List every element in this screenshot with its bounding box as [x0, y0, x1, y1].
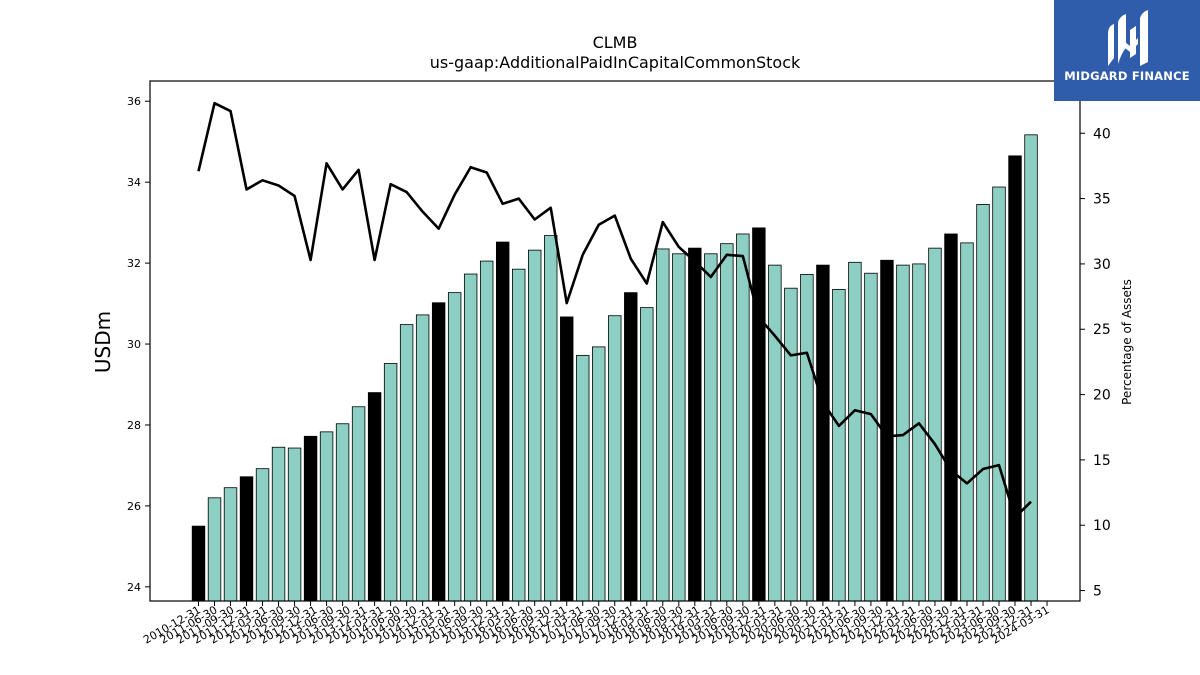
bar — [560, 316, 574, 602]
bar — [992, 186, 1006, 602]
y2-tick-label: 15 — [1093, 453, 1111, 469]
bar — [399, 324, 414, 602]
bar — [191, 525, 206, 602]
series-line — [197, 101, 1032, 519]
bar — [479, 260, 494, 602]
y-tick-label: 24 — [127, 581, 141, 594]
bar — [207, 497, 222, 602]
bar — [640, 307, 654, 602]
y-tick-label: 34 — [127, 176, 141, 189]
bar — [431, 302, 446, 602]
bar — [704, 253, 718, 602]
y-tick-label: 36 — [127, 95, 141, 108]
bar — [688, 247, 702, 602]
bar — [624, 292, 638, 602]
bar — [367, 392, 382, 602]
axes-layer: 242628303234365101520253035402010-12-312… — [127, 80, 1111, 647]
bar — [864, 272, 878, 602]
bar — [447, 292, 462, 602]
bar — [816, 264, 830, 602]
bar — [1008, 155, 1022, 602]
bar — [287, 447, 302, 602]
y2-tick-label: 40 — [1093, 126, 1111, 142]
bar — [383, 363, 398, 602]
y-tick-label: 30 — [127, 338, 141, 351]
y2-tick-label: 25 — [1093, 322, 1111, 338]
bar — [768, 264, 782, 602]
chart-subtitle: us-gaap:AdditionalPaidInCapitalCommonSto… — [430, 53, 801, 72]
bar — [672, 253, 686, 602]
bar — [928, 247, 942, 602]
bar — [335, 423, 350, 602]
y2-tick-label: 10 — [1093, 518, 1111, 534]
midgard-logo-icon — [1108, 10, 1148, 66]
y-tick-label: 28 — [127, 419, 141, 432]
bar — [576, 354, 590, 602]
bar — [255, 468, 270, 602]
bar — [784, 287, 798, 602]
line-layer — [197, 101, 1032, 519]
bar — [239, 476, 254, 602]
bar — [800, 274, 814, 602]
bar — [736, 233, 750, 602]
brand-logo: MIDGARD FINANCE — [1054, 0, 1200, 101]
bar — [960, 242, 974, 602]
bar — [512, 268, 526, 602]
y-axis-label: USDm — [91, 311, 115, 373]
bar — [528, 249, 542, 602]
bar — [544, 235, 558, 602]
bar — [1024, 134, 1038, 602]
bar — [415, 314, 430, 602]
bar — [223, 487, 238, 602]
brand-name: MIDGARD FINANCE — [1064, 69, 1190, 83]
bar — [912, 263, 926, 602]
bar — [351, 406, 366, 602]
y2-tick-label: 30 — [1093, 257, 1111, 273]
y-tick-label: 26 — [127, 500, 141, 513]
bar — [752, 227, 766, 602]
bar — [319, 431, 334, 602]
y2-tick-label: 5 — [1093, 584, 1102, 600]
bar — [656, 248, 670, 602]
bar — [976, 204, 990, 602]
bar — [608, 315, 622, 602]
y2-axis-label: Percentage of Assets — [1120, 279, 1134, 405]
bar — [848, 261, 862, 602]
bar — [271, 446, 286, 602]
bar — [463, 273, 478, 602]
y2-tick-label: 20 — [1093, 388, 1111, 404]
bar — [720, 243, 734, 602]
chart-title: CLMB — [593, 33, 638, 52]
bar — [592, 346, 606, 602]
y-tick-label: 32 — [127, 257, 141, 270]
y2-tick-label: 35 — [1093, 192, 1111, 208]
bar — [303, 435, 318, 602]
bar — [944, 233, 958, 602]
bar — [495, 241, 510, 602]
bar — [832, 288, 846, 602]
